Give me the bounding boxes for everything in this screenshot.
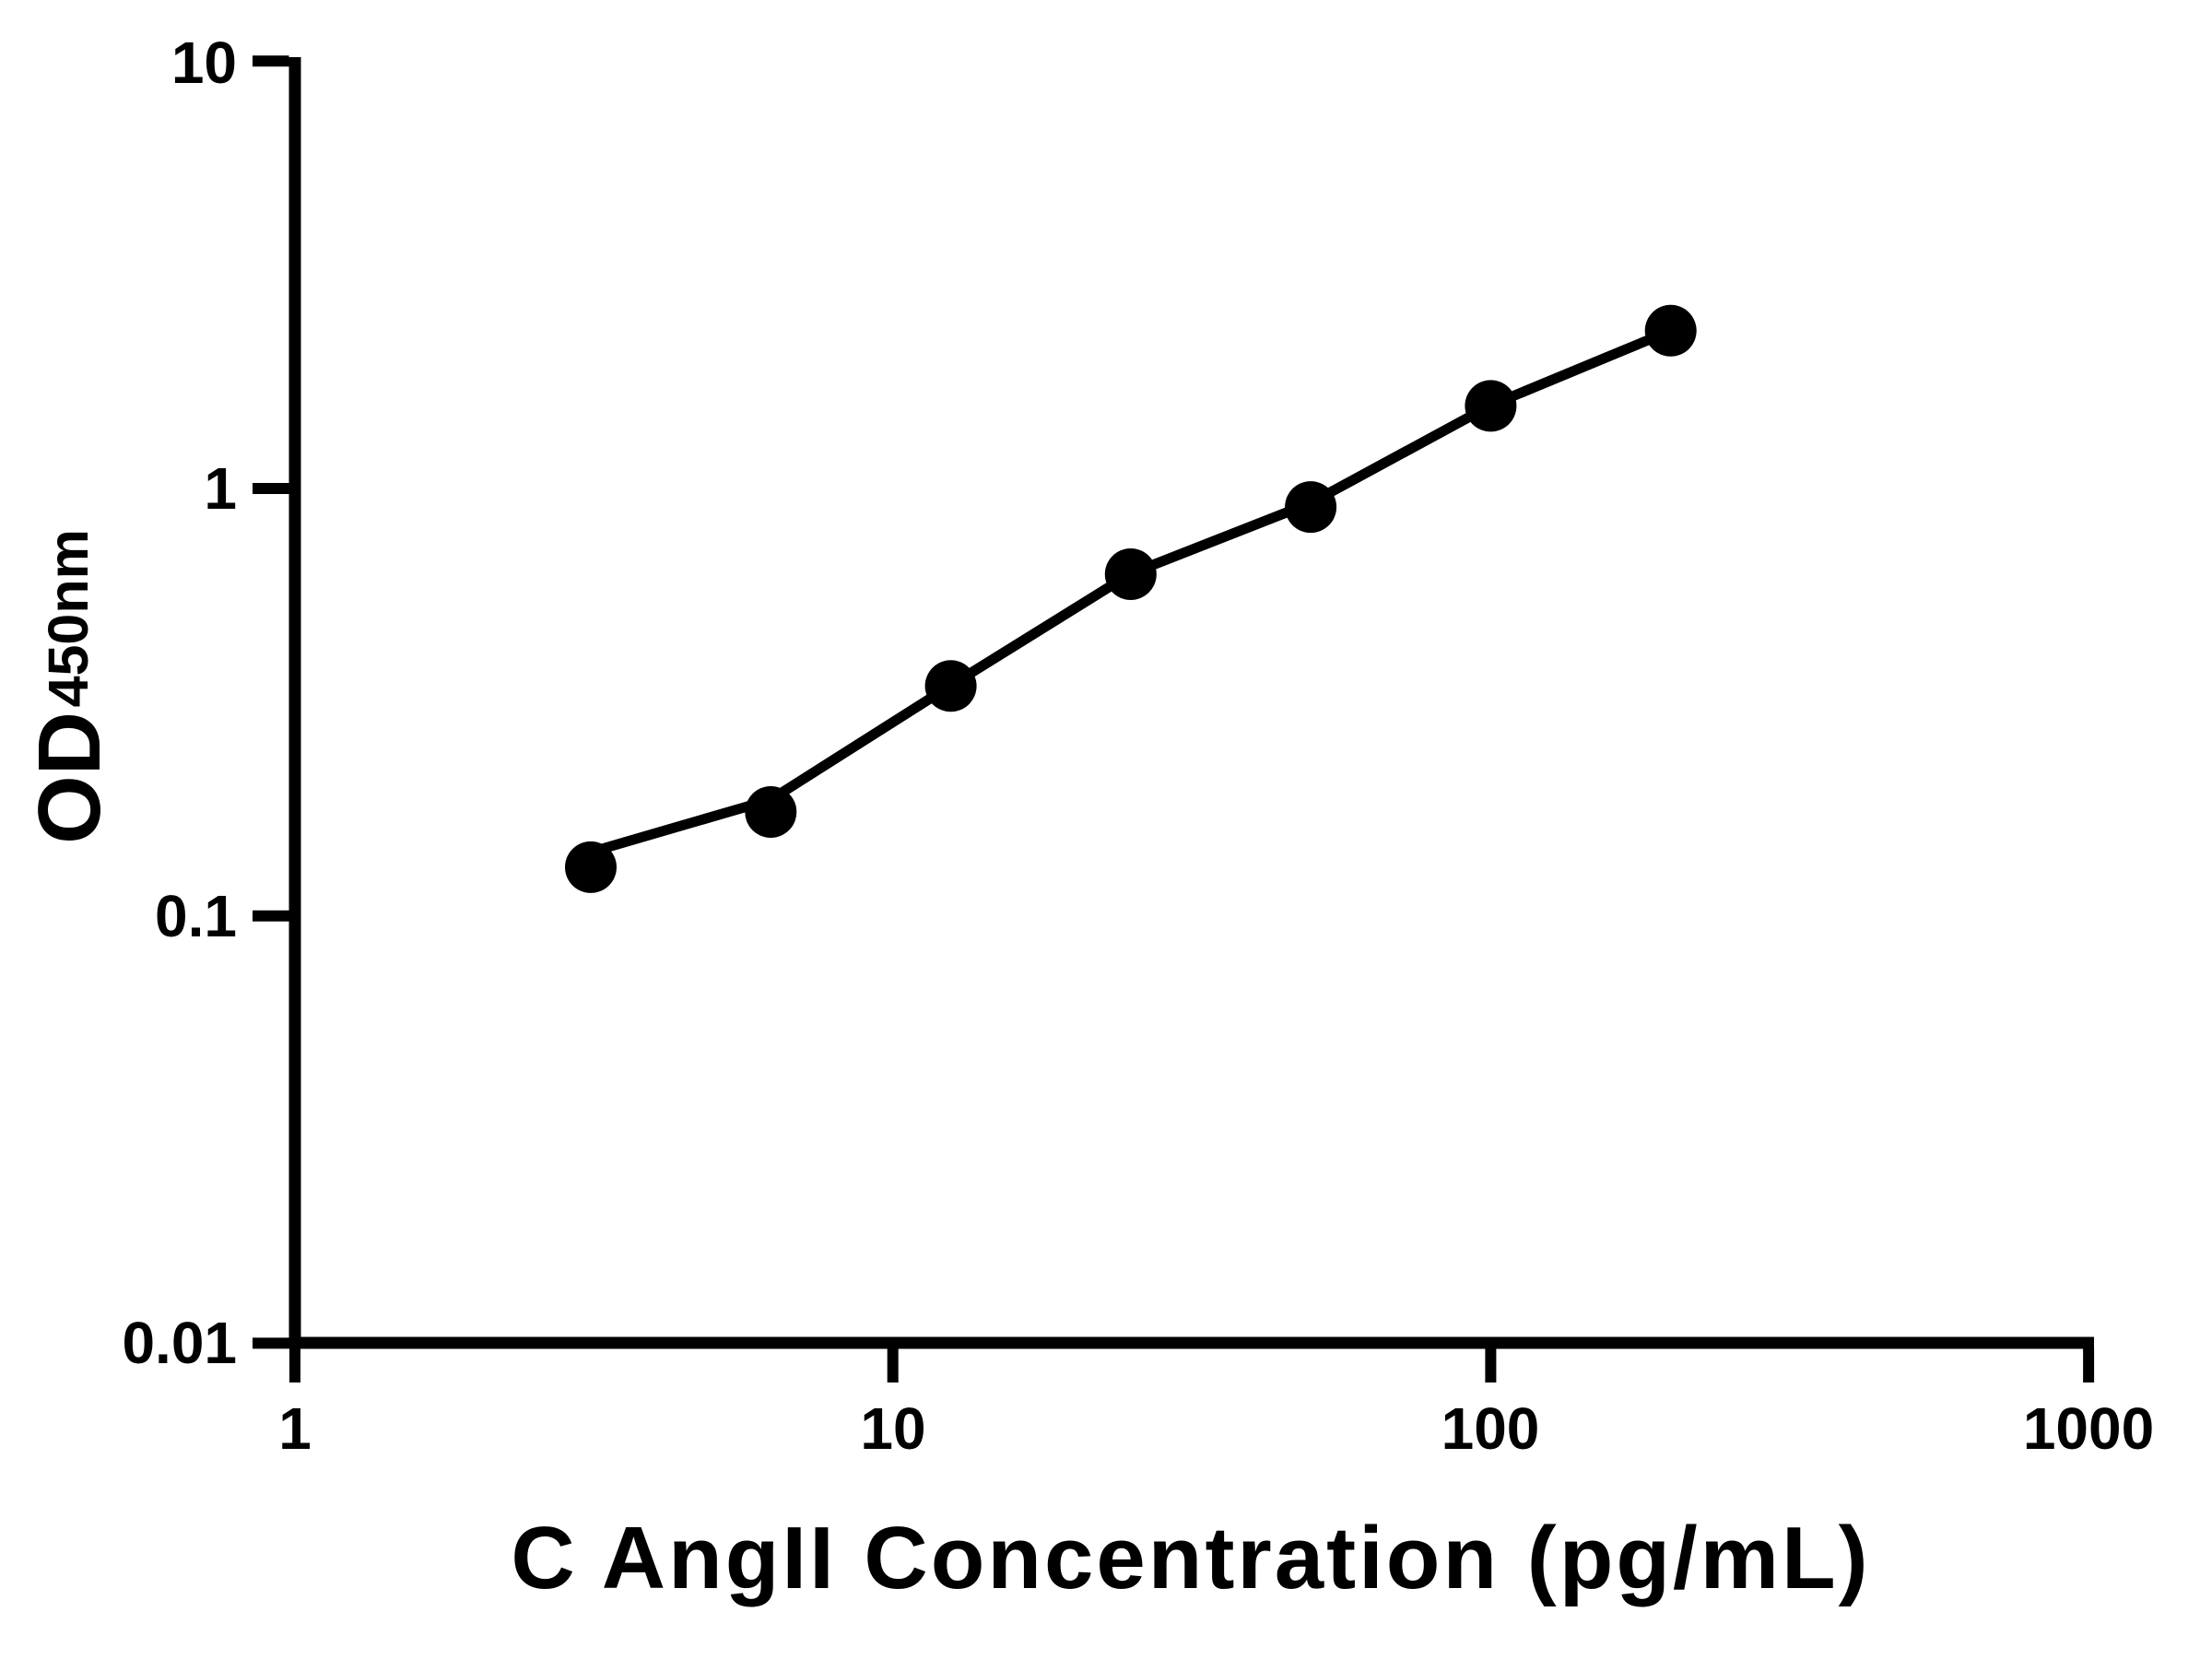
- y-tick-labels: 10 1 0.1 0.01: [122, 29, 237, 1376]
- x-axis-title: C AngII Concentration (pg/mL): [511, 1509, 1870, 1607]
- axes: [288, 57, 2094, 1349]
- y-tick-label-1: 1: [204, 455, 237, 522]
- x-tick-label-1000: 1000: [2023, 1395, 2154, 1462]
- data-point-marker: [1465, 380, 1517, 432]
- data-point-marker: [745, 786, 797, 838]
- tick-marks: [253, 55, 2095, 1382]
- data-point-marker: [1104, 548, 1157, 600]
- data-point-marker: [565, 841, 617, 893]
- x-tick-label-100: 100: [1441, 1395, 1540, 1462]
- data-point-marker: [1285, 481, 1337, 534]
- y-tick-label-0.01: 0.01: [122, 1310, 237, 1376]
- y-axis-title-sub: 450nm: [37, 529, 100, 707]
- x-tick-label-10: 10: [860, 1395, 925, 1462]
- data-point-marker: [1644, 304, 1697, 357]
- x-tick-labels: 1 10 100 1000: [278, 1395, 2154, 1462]
- y-tick-label-0.1: 0.1: [155, 883, 237, 949]
- y-axis-title-main: OD: [20, 712, 119, 844]
- y-axis-title: OD 450nm: [20, 529, 119, 844]
- data-point-marker: [924, 660, 977, 712]
- x-tick-label-1: 1: [278, 1395, 312, 1462]
- data-series-layer: [565, 304, 1697, 893]
- y-tick-label-10: 10: [171, 29, 237, 96]
